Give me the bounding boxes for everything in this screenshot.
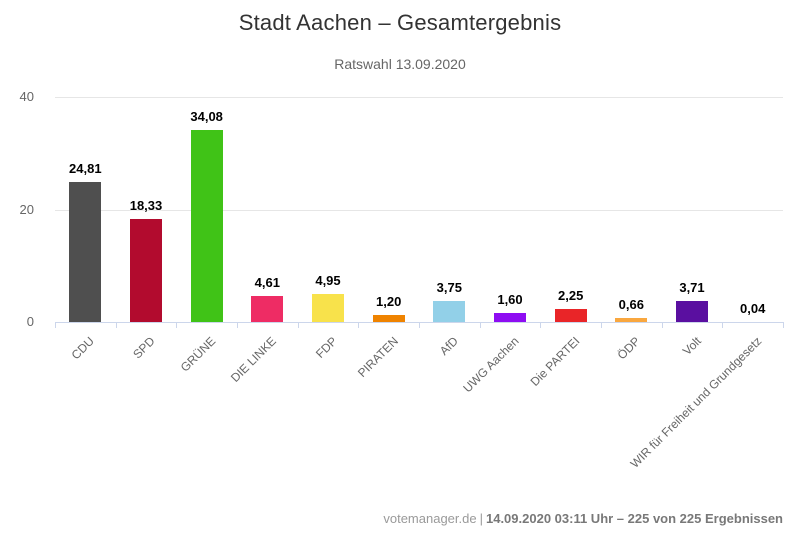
x-axis-tick — [297, 322, 299, 328]
y-axis-tick-label: 20 — [19, 201, 34, 217]
x-axis-label-cdu: CDU — [68, 334, 98, 363]
bar-value-label: 2,25 — [558, 288, 584, 304]
chart-title: Stadt Aachen – Gesamtergebnis — [238, 10, 562, 35]
x-axis-tick — [115, 322, 117, 328]
bar-die-partei[interactable] — [554, 309, 587, 322]
bar-cdu[interactable] — [69, 182, 102, 322]
x-axis-label-wir-für-freiheit-und-grundgesetz: WIR für Freiheit und Grundgesetz — [627, 334, 765, 471]
x-axis-label-piraten: PIRATEN — [354, 334, 401, 381]
bar-value-label: 0,66 — [618, 297, 644, 313]
bar-value-label: 0,04 — [740, 300, 766, 316]
y-gridline — [55, 97, 783, 98]
x-axis-label-uwg-aachen: UWG Aachen — [460, 334, 522, 396]
x-axis-label-volt: Volt — [679, 334, 704, 359]
x-axis-tick — [479, 322, 481, 328]
y-axis-tick-label: 40 — [19, 89, 34, 104]
bar-value-label: 4,61 — [254, 275, 280, 291]
footer-separator: | — [479, 511, 483, 526]
bar-value-label: 1,20 — [376, 294, 402, 310]
x-axis-tick — [237, 322, 238, 328]
y-axis-tick-label: 0 — [26, 314, 34, 329]
x-axis-label-afd: AfD — [437, 334, 462, 359]
x-axis-tick — [358, 322, 360, 328]
bar-value-label: 24,81 — [69, 161, 102, 177]
bar-piraten[interactable] — [372, 315, 405, 322]
x-axis-label-die-linke: DIE LINKE — [228, 334, 280, 385]
x-axis-label-fdp: FDP — [313, 334, 340, 361]
x-axis-label-grüne: GRÜNE — [178, 334, 219, 375]
footer-source: votemanager.de — [383, 511, 477, 526]
x-axis-tick — [419, 322, 420, 328]
bar-die-linke[interactable] — [251, 296, 284, 322]
footer-status: 14.09.2020 03:11 Uhr – 225 von 225 Ergeb… — [485, 511, 783, 526]
x-axis-tick — [540, 322, 542, 328]
x-axis-tick — [601, 322, 602, 328]
x-axis-label-ödp: ÖDP — [614, 334, 644, 363]
bar-grüne[interactable] — [190, 130, 223, 322]
bar-value-label: 3,71 — [679, 280, 705, 296]
bar-spd[interactable] — [130, 218, 162, 322]
x-axis-tick — [176, 322, 178, 328]
x-axis-tick — [783, 322, 784, 328]
bar-value-label: 3,75 — [436, 279, 462, 295]
bar-volt[interactable] — [676, 301, 708, 322]
bar-afd[interactable] — [433, 300, 466, 322]
bar-value-label: 18,33 — [129, 197, 163, 213]
y-gridline — [55, 209, 783, 211]
bar-value-label: 34,08 — [190, 109, 223, 125]
bar-ödp[interactable] — [615, 318, 648, 322]
x-axis-tick — [722, 322, 724, 328]
x-axis-tick — [55, 322, 56, 328]
footer: votemanager.de | 14.09.2020 03:11 Uhr – 22… — [0, 511, 783, 526]
bar-value-label: 1,60 — [497, 292, 523, 307]
x-axis-label-spd: SPD — [130, 334, 158, 362]
bar-value-label: 4,95 — [315, 273, 341, 289]
chart-subtitle: Ratswahl 13.09.2020 — [334, 56, 466, 72]
bar-uwg-aachen[interactable] — [494, 313, 526, 322]
bar-fdp[interactable] — [312, 294, 344, 322]
x-axis-label-die-partei: Die PARTEI — [527, 334, 583, 389]
x-axis-tick — [661, 322, 663, 328]
